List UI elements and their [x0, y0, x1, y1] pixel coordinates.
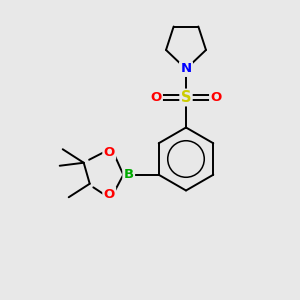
- Text: O: O: [150, 91, 162, 104]
- Text: O: O: [210, 91, 222, 104]
- Text: O: O: [103, 188, 115, 201]
- Text: N: N: [180, 62, 192, 76]
- Text: S: S: [181, 90, 191, 105]
- Text: O: O: [103, 146, 115, 159]
- Text: B: B: [124, 168, 134, 181]
- Text: N: N: [180, 62, 192, 76]
